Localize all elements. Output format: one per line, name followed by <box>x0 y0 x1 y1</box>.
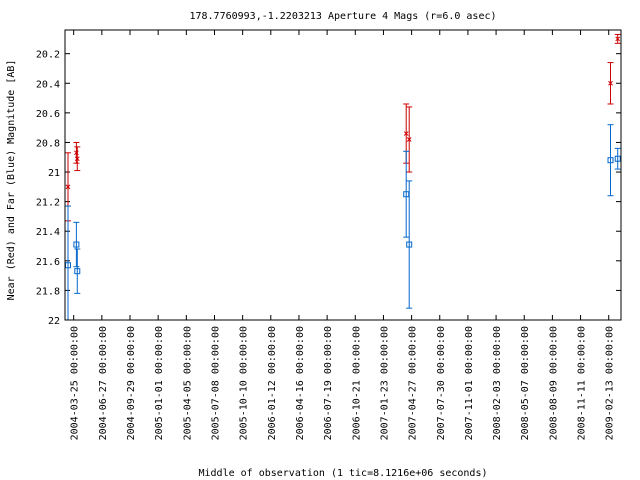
x-tick-label: 2008-02-03 00:00:00 <box>492 326 503 440</box>
data-point <box>615 36 621 42</box>
y-tick-label: 20.6 <box>36 109 60 120</box>
data-point <box>406 241 413 248</box>
data-point <box>403 131 409 136</box>
data-point <box>608 80 613 86</box>
x-tick-label: 2005-01-01 00:00:00 <box>154 326 165 440</box>
axis-ticks: 20.2 20.4 20.6 20.8 21 21.2 21.4 21.6 21.8 22 2004… <box>36 30 621 440</box>
data-point <box>607 157 614 164</box>
x-tick-label: 2004-09-29 00:00:00 <box>126 326 137 440</box>
x-tick-label: 2004-06-27 00:00:00 <box>98 326 109 440</box>
x-tick-label: 2005-07-08 00:00:00 <box>210 326 221 440</box>
x-tick-label: 2008-08-09 00:00:00 <box>548 326 559 440</box>
data-point <box>73 241 80 248</box>
data-point <box>74 268 81 275</box>
plot-area-frame <box>64 29 622 321</box>
x-axis-label: Middle of observation (1 tic=8.1216e+06 … <box>199 468 488 479</box>
y-tick-label: 21.2 <box>36 198 60 209</box>
x-tick-label: 2006-01-12 00:00:00 <box>267 326 278 440</box>
x-tick-label: 2006-07-19 00:00:00 <box>323 326 334 440</box>
chart-title: 178.7760993,-1.2203213 Aperture 4 Mags (… <box>189 11 496 22</box>
data-point <box>406 137 412 142</box>
y-axis-label: Near (Red) and Far (Blue) Magnitude [AB] <box>6 60 17 301</box>
y-tick-label: 21.4 <box>36 227 60 238</box>
x-tick-label: 2005-04-05 00:00:00 <box>182 326 193 440</box>
x-tick-label: 2005-10-10 00:00:00 <box>239 326 250 440</box>
y-tick-label: 21 <box>48 168 60 179</box>
series-near <box>64 33 621 222</box>
x-tick-label: 2004-03-25 00:00:00 <box>70 326 81 440</box>
y-tick-label: 20.4 <box>36 79 60 90</box>
x-tick-label: 2008-11-11 00:00:00 <box>577 326 588 440</box>
x-tick-label: 2007-11-01 00:00:00 <box>464 326 475 440</box>
data-point <box>74 156 80 162</box>
y-tick-label: 20.2 <box>36 50 60 61</box>
y-tick-label: 22 <box>48 316 60 327</box>
x-tick-label: 2006-04-16 00:00:00 <box>295 326 306 440</box>
x-tick-label: 2007-04-27 00:00:00 <box>408 326 419 440</box>
x-tick-label: 2007-01-23 00:00:00 <box>379 326 390 440</box>
y-tick-label: 21.8 <box>36 286 60 297</box>
x-tick-label: 2006-10-21 00:00:00 <box>351 326 362 440</box>
y-tick-label: 21.6 <box>36 257 60 268</box>
data-point <box>65 184 71 190</box>
data-marks <box>64 33 621 320</box>
x-tick-label: 2008-05-07 00:00:00 <box>520 326 531 440</box>
y-tick-label: 20.8 <box>36 138 60 149</box>
x-tick-label: 2007-07-30 00:00:00 <box>436 326 447 440</box>
x-tick-label: 2009-02-13 00:00:00 <box>605 326 616 440</box>
data-point <box>614 155 621 162</box>
series-far <box>64 124 621 320</box>
